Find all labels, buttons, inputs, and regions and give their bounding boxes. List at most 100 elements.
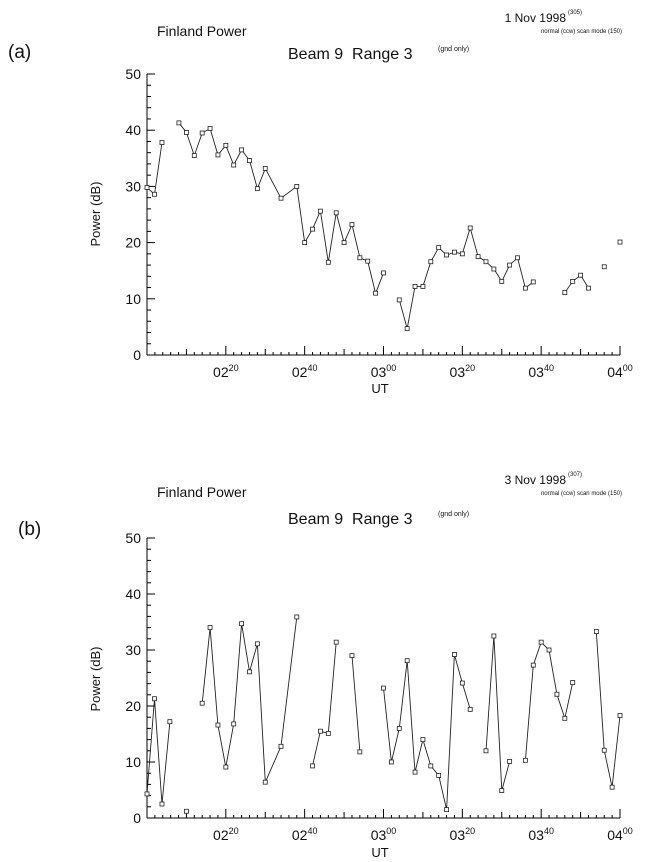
- y-tick-label-a: 40: [125, 122, 141, 138]
- data-point-b: [483, 748, 489, 754]
- panel-a-title-sup: (gnd only): [438, 46, 469, 53]
- data-point-a: [515, 255, 520, 261]
- data-point-a: [499, 278, 505, 284]
- data-point-a: [396, 297, 402, 303]
- data-point-a: [578, 272, 583, 278]
- panel-b-title-sup: (gnd only): [438, 511, 469, 518]
- data-point-b: [396, 726, 402, 731]
- data-point-b: [333, 639, 339, 645]
- data-point-b: [388, 759, 394, 765]
- data-point-a: [176, 120, 182, 126]
- data-point-b: [231, 721, 237, 727]
- data-point-b: [452, 652, 457, 657]
- data-point-b: [159, 801, 165, 807]
- data-point-b: [381, 685, 386, 691]
- data-point-b: [144, 791, 150, 797]
- data-point-b: [523, 757, 528, 763]
- panel-b-date: 3 Nov 1998: [505, 473, 567, 487]
- series-line-a: [564, 274, 589, 293]
- panel-a-date: 1 Nov 1998: [505, 11, 567, 25]
- data-point-b: [294, 614, 300, 620]
- panel-b-header: Finland Power: [157, 484, 247, 500]
- data-point-b: [436, 773, 442, 778]
- data-point-b: [310, 763, 315, 769]
- data-point-a: [617, 239, 623, 245]
- x-tick-label-b: 0240: [292, 826, 318, 843]
- data-point-b: [609, 784, 615, 790]
- data-point-a: [601, 264, 607, 270]
- data-point-b: [404, 658, 410, 664]
- data-point-b: [546, 647, 552, 653]
- data-point-a: [333, 210, 339, 216]
- data-point-b: [562, 715, 568, 721]
- panel-a: (a) Finland Power 1 Nov 1998 (305) norma…: [8, 10, 633, 396]
- data-point-a: [475, 254, 481, 260]
- data-point-b: [325, 731, 331, 736]
- data-point-b: [278, 743, 284, 749]
- data-point-a: [381, 270, 386, 276]
- panel-b-date-sup: (307): [568, 472, 582, 478]
- data-point-b: [239, 621, 245, 627]
- data-point-a: [562, 290, 568, 296]
- data-point-b: [530, 662, 536, 668]
- data-point-b: [184, 808, 189, 814]
- data-point-b: [538, 639, 544, 645]
- data-point-b: [570, 680, 576, 685]
- data-point-a: [191, 153, 197, 158]
- y-tick-label-b: 40: [125, 586, 141, 602]
- data-point-b: [207, 625, 213, 630]
- data-point-b: [152, 696, 157, 702]
- series-line-a: [178, 122, 384, 295]
- panel-b: (b) Finland Power 3 Nov 1998 (307) norma…: [18, 472, 633, 860]
- x-tick-label-b: 0300: [371, 826, 397, 843]
- data-point-b: [593, 629, 599, 634]
- data-point-a: [199, 130, 205, 136]
- panel-b-mode: normal (ccw) scan mode (150): [541, 491, 622, 497]
- data-point-a: [491, 266, 497, 272]
- data-point-a: [420, 284, 426, 289]
- data-point-a: [325, 259, 331, 265]
- series-line-b: [201, 616, 298, 783]
- data-point-b: [617, 713, 623, 718]
- series-line-b: [595, 631, 621, 788]
- panel-a-mode: normal (ccw) scan mode (150): [541, 29, 622, 35]
- data-point-a: [152, 191, 157, 197]
- x-tick-label-a: 0400: [607, 363, 633, 380]
- data-point-a: [436, 245, 442, 251]
- x-tick-label-b: 0340: [528, 826, 554, 843]
- data-point-a: [586, 285, 591, 291]
- data-point-a: [570, 278, 576, 284]
- panel-a-xlabel: UT: [371, 381, 388, 396]
- data-point-a: [357, 255, 363, 261]
- data-point-b: [199, 700, 205, 706]
- series-line-b: [146, 698, 171, 805]
- data-point-a: [523, 285, 528, 291]
- data-point-b: [444, 807, 449, 812]
- data-point-a: [341, 240, 347, 246]
- data-point-a: [223, 142, 229, 148]
- data-point-b: [499, 788, 505, 793]
- data-point-b: [467, 706, 473, 712]
- series-line-b: [524, 641, 574, 761]
- x-tick-label-a: 0320: [450, 363, 476, 380]
- data-point-a: [483, 259, 489, 265]
- y-tick-label-b: 0: [133, 810, 141, 826]
- data-point-b: [507, 759, 513, 764]
- y-tick-label-a: 10: [125, 291, 141, 307]
- series-line-b: [351, 655, 361, 752]
- data-point-a: [507, 262, 513, 268]
- y-tick-label-a: 30: [125, 178, 141, 194]
- data-point-b: [262, 779, 268, 785]
- data-point-a: [310, 226, 315, 232]
- panel-a-label: (a): [8, 42, 31, 63]
- y-tick-label-a: 20: [125, 235, 141, 251]
- data-point-b: [412, 769, 418, 775]
- data-point-b: [554, 691, 560, 697]
- x-tick-label-a: 0240: [292, 363, 318, 380]
- panel-a-ylabel: Power (dB): [88, 181, 103, 246]
- data-point-b: [223, 764, 229, 770]
- data-point-a: [294, 183, 300, 189]
- series-line-b: [485, 635, 511, 791]
- x-tick-label-b: 0320: [450, 826, 476, 843]
- data-point-b: [491, 633, 497, 639]
